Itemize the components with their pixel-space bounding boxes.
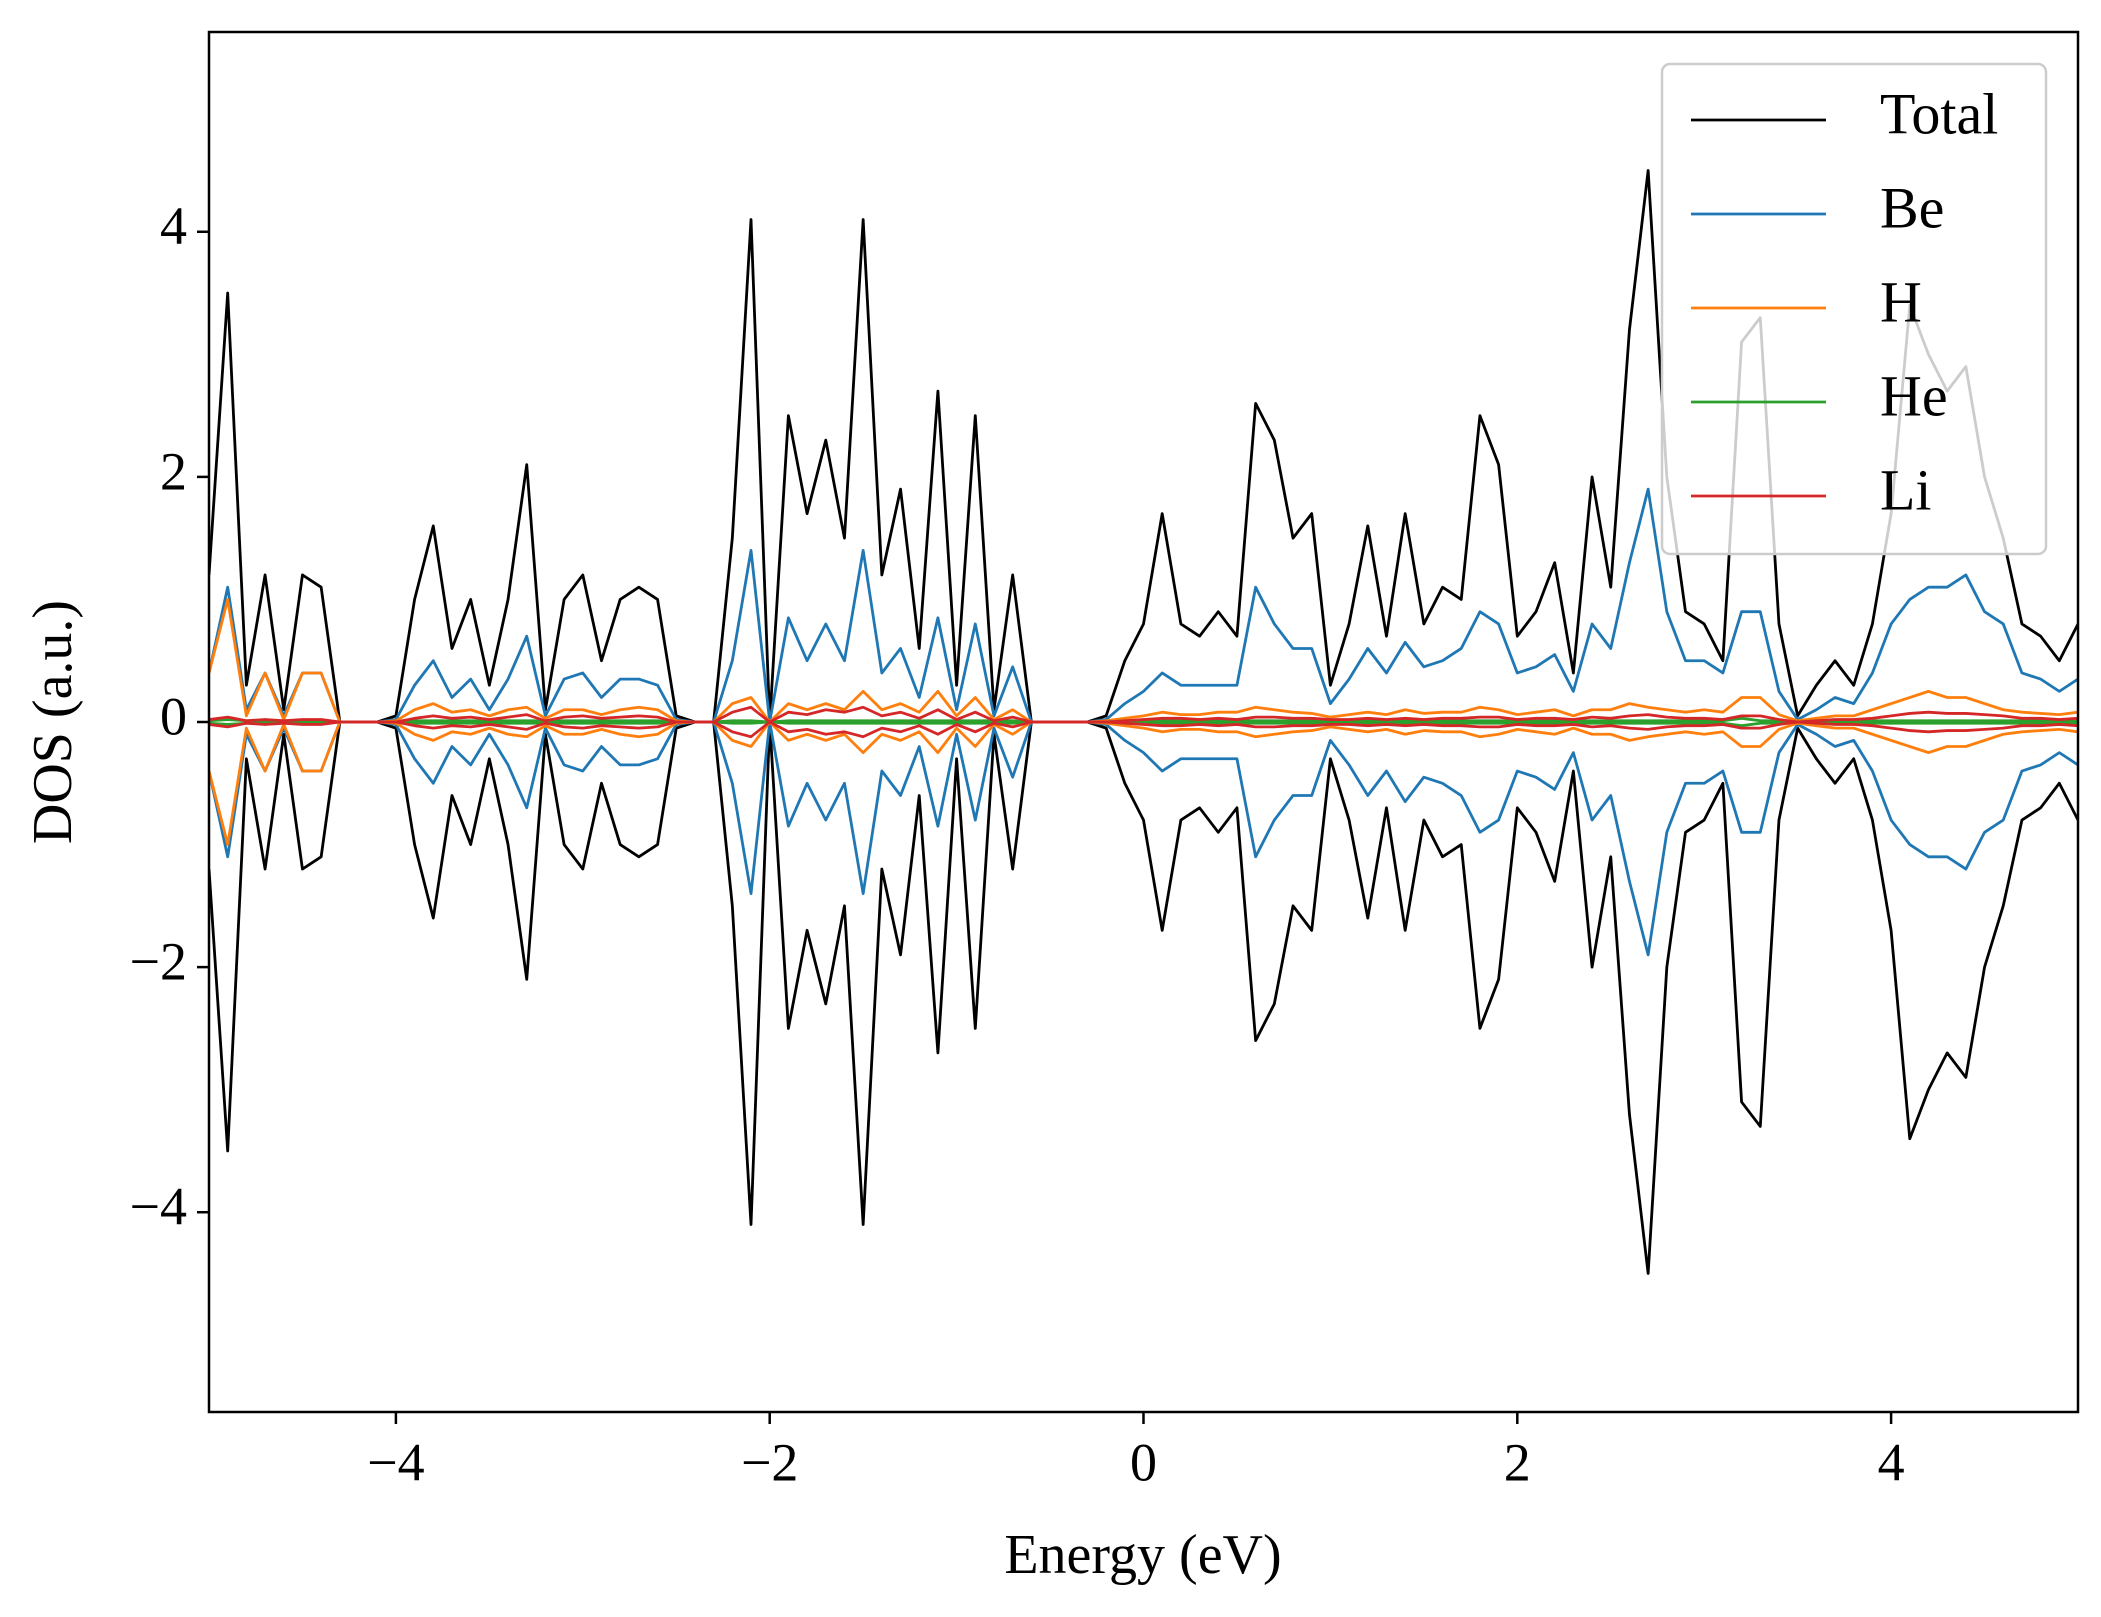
x-tick-label: −4 bbox=[367, 1432, 424, 1492]
dos-line bbox=[209, 720, 2078, 1275]
legend-label: Total bbox=[1880, 81, 1998, 146]
x-tick-label: 0 bbox=[1130, 1432, 1157, 1492]
dos-line bbox=[209, 720, 2078, 846]
plot-lines bbox=[209, 169, 2078, 1275]
x-tick-label: −2 bbox=[741, 1432, 798, 1492]
y-tick-label: 0 bbox=[160, 686, 187, 746]
dos-line bbox=[209, 720, 2078, 957]
y-tick-label: 4 bbox=[160, 196, 187, 256]
y-tick-label: 2 bbox=[160, 441, 187, 501]
legend-box bbox=[1660, 62, 2048, 556]
y-tick-label: −2 bbox=[130, 932, 187, 992]
legend-label: Be bbox=[1880, 175, 1944, 240]
dos-line bbox=[209, 487, 2078, 724]
legend: Total Be H He Li bbox=[1660, 62, 2048, 556]
legend-label: H bbox=[1880, 269, 1922, 334]
x-tick-label: 2 bbox=[1504, 1432, 1531, 1492]
y-axis-label: DOS (a.u.) bbox=[22, 600, 84, 844]
legend-label: He bbox=[1880, 363, 1948, 428]
x-tick-label: 4 bbox=[1878, 1432, 1905, 1492]
dos-line bbox=[209, 598, 2078, 724]
legend-label: Li bbox=[1880, 457, 1932, 522]
dos-line bbox=[209, 720, 2078, 739]
dos-line bbox=[209, 705, 2078, 724]
y-tick-label: −4 bbox=[130, 1177, 187, 1237]
x-axis-label: Energy (eV) bbox=[1004, 1524, 1281, 1586]
